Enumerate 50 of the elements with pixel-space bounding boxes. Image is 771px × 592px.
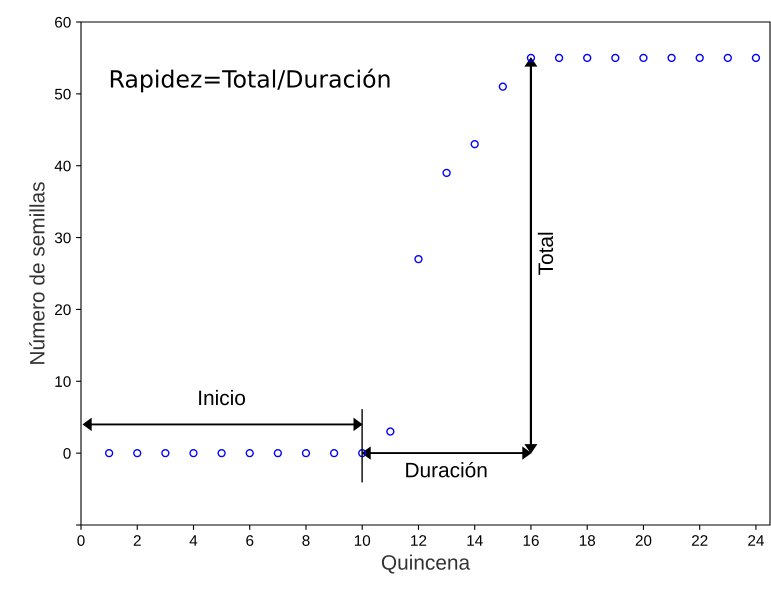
y-tick-label: 60	[55, 16, 71, 28]
x-tick-label: 12	[411, 535, 426, 546]
x-axis-title: Quincena	[382, 554, 470, 574]
point	[386, 427, 395, 436]
y-axis-title: Número de semillas	[29, 182, 45, 364]
y-tick-label: 0	[63, 448, 71, 459]
point	[104, 448, 114, 458]
point	[696, 54, 704, 62]
point	[752, 54, 760, 62]
point	[526, 54, 536, 62]
y-tick-label: 30	[54, 232, 71, 244]
point	[414, 254, 423, 264]
annotation: Rapidez=Total/Duración	[110, 68, 390, 92]
x-tick-label: 10	[354, 535, 370, 546]
point	[442, 168, 451, 178]
x-tick-label: 22	[692, 535, 708, 546]
x-tick-label: 16	[524, 535, 539, 546]
point	[330, 448, 338, 458]
point	[189, 448, 198, 458]
point	[639, 54, 648, 62]
x-tick-label: 6	[246, 535, 254, 546]
point	[274, 448, 282, 458]
annotation: Inicio	[199, 390, 245, 406]
x-tick-label: 4	[190, 535, 198, 546]
point	[161, 448, 170, 458]
point	[133, 448, 142, 458]
y-tick-label: 10	[55, 376, 71, 387]
annotation: Duración	[406, 462, 487, 478]
y-tick-label: 40	[54, 160, 71, 172]
point	[498, 82, 508, 91]
point	[667, 54, 676, 62]
x-tick-label: 8	[302, 535, 310, 546]
y-tick-label: 50	[54, 88, 71, 100]
point	[470, 140, 479, 148]
point	[302, 448, 310, 458]
y-tick-label: 20	[55, 304, 71, 316]
annotation: Total	[538, 232, 554, 275]
point	[246, 448, 254, 458]
point	[217, 448, 226, 458]
point	[358, 448, 366, 458]
x-tick-label: 24	[748, 535, 764, 546]
x-tick-label: 18	[580, 535, 596, 546]
point	[724, 54, 732, 62]
point	[554, 54, 564, 62]
x-tick-label: 2	[134, 535, 141, 546]
point	[583, 54, 592, 62]
x-tick-label: 14	[467, 535, 483, 546]
x-tick-label: 0	[77, 535, 85, 546]
x-tick-label: 20	[636, 535, 652, 546]
point	[611, 54, 620, 62]
